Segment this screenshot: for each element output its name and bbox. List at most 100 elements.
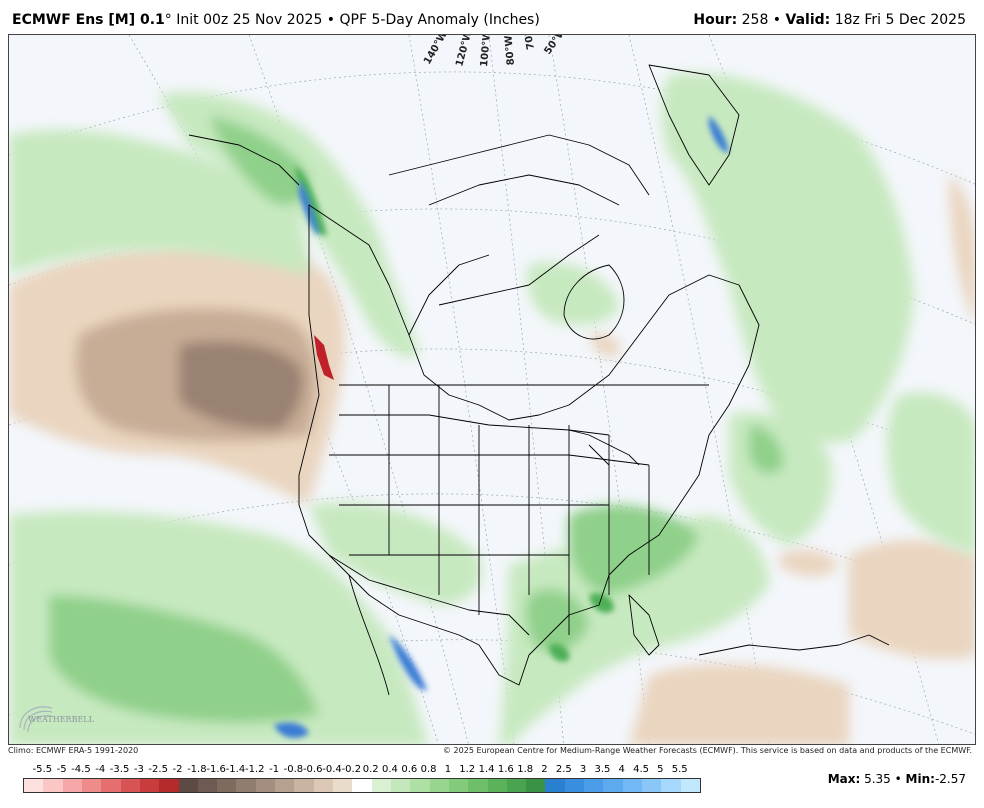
max-label: Max: <box>827 772 861 786</box>
degree-sign: ° <box>164 12 172 28</box>
legend-swatch <box>429 779 449 792</box>
maxmin-bullet: • <box>890 772 906 786</box>
legend-colorbar <box>23 778 701 793</box>
legend-tick-label: -1.8 <box>187 764 207 775</box>
caribbean-islands <box>698 634 890 656</box>
logo-text: WEATHERBELL <box>28 715 95 724</box>
legend-tick-label: -4.5 <box>71 764 91 775</box>
legend-labels: -5.5 -5 -4.5 -4 -3.5 -3 -2.5 -2 -1.8 -1.6 -1.4 -1.2… <box>23 764 701 778</box>
valid-label: Valid: <box>785 12 831 28</box>
legend-tick-label: -1.2 <box>245 764 265 775</box>
min-label: Min: <box>905 772 935 786</box>
dry-core-red <box>314 335 334 380</box>
legend-tick-label: 1.8 <box>517 764 534 775</box>
legend-tick-label: 1.4 <box>478 764 495 775</box>
legend-tick-label: 2.5 <box>555 764 572 775</box>
us-mexico-border <box>328 554 530 636</box>
legend-tick-label: 1.6 <box>497 764 514 775</box>
legend-tick-label: 1 <box>444 764 452 775</box>
map-panel: 140°W 120°W 100°W 80°W 70°W 50°W <box>8 34 976 745</box>
state-meridians <box>388 385 650 635</box>
alaska-coast <box>188 134 300 186</box>
legend-swatch <box>603 779 623 792</box>
legend-tick-label: -0.6 <box>302 764 323 775</box>
wet-core-shading <box>274 115 729 738</box>
legend-swatch <box>584 779 604 792</box>
legend-swatch <box>159 779 179 792</box>
legend-swatch <box>448 779 469 792</box>
legend-tick-label: -1.4 <box>225 764 246 775</box>
legend-tick-label: 2 <box>541 764 548 775</box>
legend-swatch <box>680 779 700 792</box>
lon-label-100w: 100°W <box>479 35 493 67</box>
legend-tick-label: 3 <box>579 764 587 775</box>
great-lakes <box>568 429 640 466</box>
legend-tick-label: 0.4 <box>382 764 398 775</box>
legend-swatch <box>410 779 430 792</box>
legend-tick-label: 0.8 <box>420 764 437 775</box>
legend-tick-label: -0.4 <box>322 764 342 775</box>
legend-tick-label: -1.6 <box>206 764 226 775</box>
baja-peninsula <box>348 574 390 696</box>
legend-swatch <box>255 779 276 792</box>
legend-swatch <box>81 779 102 792</box>
legend-swatch <box>120 779 140 792</box>
legend-swatch <box>333 779 353 792</box>
legend-swatch <box>371 779 391 792</box>
hour-label: Hour: <box>693 12 738 28</box>
hudson-bay <box>563 264 625 340</box>
continent-outline <box>298 204 760 686</box>
min-value: -2.57 <box>934 772 966 786</box>
northern-states-line <box>339 414 610 436</box>
legend-tick-label: -5 <box>56 764 67 775</box>
legend-swatch <box>313 779 333 792</box>
legend-tick-label: 5 <box>657 764 664 775</box>
legend-tick-label: 5.5 <box>671 764 688 775</box>
legend-swatch <box>352 779 372 792</box>
legend-swatch <box>468 779 488 792</box>
legend-tick-label: -3 <box>133 764 144 775</box>
legend-tick-label: -5.5 <box>32 764 53 775</box>
legend-swatch <box>564 779 585 792</box>
greenland <box>648 64 740 186</box>
legend-tick-label: 4.5 <box>633 764 649 775</box>
legend-swatch <box>526 779 546 792</box>
climo-note: Climo: ECMWF ERA-5 1991-2020 <box>8 746 139 755</box>
legend-swatch <box>294 779 314 792</box>
max-min-readout: Max: 5.35 • Min:-2.57 <box>828 772 966 786</box>
legend-tick-label: -2 <box>172 764 183 775</box>
legend-swatch <box>275 779 295 792</box>
legend-swatch <box>642 779 662 792</box>
legend-tick-label: -2.5 <box>148 764 168 775</box>
legend-tick-label: -4 <box>95 764 106 775</box>
legend-tick-label: 1.2 <box>459 764 476 775</box>
weatherbell-logo: WEATHERBELL <box>19 706 95 733</box>
florida <box>628 594 660 656</box>
legend-swatch <box>487 779 507 792</box>
title-bullet: • <box>322 12 340 28</box>
max-value: 5.35 <box>860 772 891 786</box>
dry-anomaly-shading <box>9 175 975 744</box>
hour-value: 258 <box>737 12 769 28</box>
legend-tick-label: -0.2 <box>341 764 362 775</box>
legend-swatch <box>24 779 44 792</box>
legend-swatch <box>390 779 411 792</box>
map-svg: 140°W 120°W 100°W 80°W 70°W 50°W <box>9 35 975 744</box>
legend-swatch <box>622 779 642 792</box>
legend-swatch <box>197 779 218 792</box>
lon-label-80w: 80°W <box>503 35 517 66</box>
legend-swatch <box>62 779 82 792</box>
wet-anomaly-shading <box>9 73 975 744</box>
color-legend: -5.5 -5 -4.5 -4 -3.5 -3 -2.5 -2 -1.8 -1.6 -1.4 -1.2… <box>23 764 701 794</box>
product-name: QPF 5-Day Anomaly (Inches) <box>339 12 540 28</box>
legend-swatch <box>139 779 160 792</box>
legend-swatch <box>545 779 565 792</box>
legend-tick-label: -1 <box>269 764 280 775</box>
legend-tick-label: 4 <box>618 764 625 775</box>
valid-time: Hour: 258 • Valid: 18z Fri 5 Dec 2025 <box>693 12 966 28</box>
map-title: ECMWF Ens [M] 0.1° Init 00z 25 Nov 2025 … <box>12 12 540 28</box>
lon-label-70w: 70°W <box>521 35 537 50</box>
valid-bullet: • <box>768 12 786 28</box>
legend-tick-label: -3.5 <box>109 764 130 775</box>
legend-tick-label: -0.8 <box>283 764 304 775</box>
